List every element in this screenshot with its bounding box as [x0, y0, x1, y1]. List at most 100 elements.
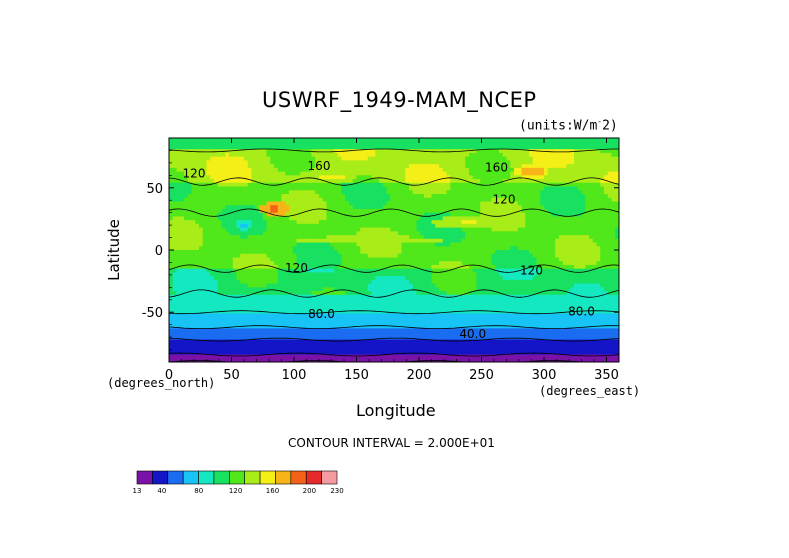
field-cell	[532, 253, 537, 258]
field-cell	[607, 264, 612, 270]
field-cell	[600, 190, 605, 195]
field-cell	[379, 261, 384, 266]
field-cell	[169, 179, 174, 184]
field-cell	[435, 253, 440, 258]
field-cell	[412, 220, 417, 225]
field-cell	[431, 291, 436, 296]
field-cell	[199, 250, 204, 255]
field-cell	[330, 279, 335, 284]
field-cell	[281, 145, 286, 150]
field-cell	[574, 283, 579, 288]
field-cell	[255, 138, 260, 143]
field-cell	[371, 291, 376, 296]
field-cell	[375, 167, 380, 172]
field-cell	[360, 220, 365, 225]
field-cell	[487, 164, 492, 169]
field-cell	[544, 175, 549, 180]
field-cell	[510, 238, 515, 243]
field-cell	[585, 205, 590, 210]
field-cell	[180, 205, 185, 210]
field-cell	[495, 272, 500, 277]
field-cell	[401, 216, 406, 221]
field-cell	[304, 160, 309, 165]
field-cell	[382, 216, 387, 221]
field-cell	[180, 167, 185, 172]
field-cell	[510, 261, 515, 266]
field-cell	[611, 264, 616, 270]
field-cell	[547, 149, 552, 154]
field-cell	[457, 223, 462, 228]
field-cell	[334, 287, 339, 292]
field-cell	[607, 171, 612, 176]
field-cell	[600, 194, 605, 199]
field-cell	[525, 208, 530, 214]
field-cell	[517, 149, 522, 154]
field-cell	[292, 216, 297, 221]
field-cell	[420, 257, 425, 262]
field-cell	[334, 197, 339, 202]
field-cell	[315, 190, 320, 195]
field-cell	[469, 223, 474, 228]
field-cell	[251, 205, 256, 210]
field-cell	[577, 160, 582, 165]
field-cell	[506, 201, 511, 206]
field-cell	[379, 291, 384, 296]
field-cell	[416, 152, 421, 158]
field-cell	[259, 145, 264, 150]
field-cell	[611, 220, 616, 225]
field-cell	[412, 216, 417, 221]
field-cell	[326, 182, 331, 187]
field-cell	[566, 182, 571, 187]
field-cell	[255, 238, 260, 243]
field-cell	[439, 141, 444, 146]
field-cell	[326, 235, 331, 240]
field-cell	[386, 238, 391, 243]
field-cell	[296, 227, 301, 232]
field-cell	[311, 216, 316, 221]
field-cell	[397, 156, 402, 161]
field-cell	[172, 208, 177, 214]
field-cell	[180, 272, 185, 277]
field-cell	[169, 227, 174, 232]
field-cell	[585, 145, 590, 150]
field-cell	[259, 257, 264, 262]
field-cell	[536, 246, 541, 251]
field-cell	[356, 194, 361, 199]
field-cell	[172, 235, 177, 240]
field-cell	[439, 242, 444, 247]
field-cell	[277, 138, 282, 143]
field-cell	[202, 246, 207, 251]
field-cell	[487, 141, 492, 146]
field-cell	[202, 179, 207, 184]
field-cell	[450, 160, 455, 165]
field-cell	[589, 156, 594, 161]
field-cell	[296, 257, 301, 262]
field-cell	[480, 268, 485, 273]
field-cell	[409, 149, 414, 154]
field-cell	[210, 194, 215, 199]
field-cell	[487, 283, 492, 288]
field-cell	[555, 279, 560, 284]
field-cell	[487, 145, 492, 150]
field-cell	[232, 152, 237, 158]
field-cell	[236, 179, 241, 184]
field-cell	[431, 220, 436, 225]
field-cell	[547, 227, 552, 232]
field-cell	[176, 164, 181, 169]
field-cell	[600, 160, 605, 165]
field-cell	[544, 261, 549, 266]
field-cell	[529, 182, 534, 187]
field-cell	[536, 268, 541, 273]
field-cell	[289, 291, 294, 296]
field-cell	[469, 253, 474, 258]
field-cell	[604, 160, 609, 165]
field-cell	[405, 272, 410, 277]
field-cell	[405, 167, 410, 172]
field-cell	[424, 138, 429, 143]
field-cell	[244, 283, 249, 288]
field-cell	[574, 231, 579, 236]
field-cell	[225, 171, 230, 176]
field-cell	[217, 287, 222, 292]
field-cell	[484, 250, 489, 255]
field-cell	[382, 231, 387, 236]
